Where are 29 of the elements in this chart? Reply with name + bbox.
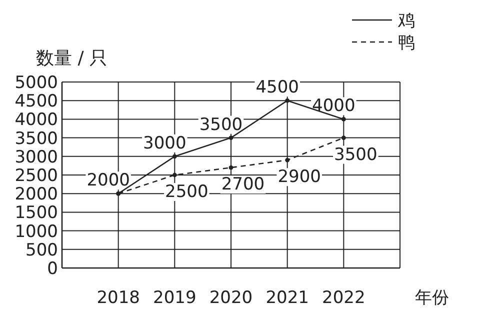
y-tick-label: 1500 [14, 203, 58, 224]
y-tick-label: 5000 [14, 73, 58, 93]
y-tick-label: 1000 [14, 222, 58, 242]
data-label: 2700 [221, 174, 265, 195]
data-label: 3000 [143, 133, 186, 154]
y-tick-label: 4000 [14, 110, 58, 130]
x-tick-label: 2020 [209, 288, 253, 308]
y-tick-label: 4500 [14, 92, 58, 112]
data-label: 3500 [334, 144, 378, 165]
y-tick-label: 3500 [14, 128, 58, 149]
x-tick-label: 2018 [96, 288, 140, 308]
y-tick-label: 2500 [14, 166, 58, 186]
x-axis-title: 年份 [415, 288, 449, 308]
legend-label: 鸭 [398, 33, 415, 53]
y-axis-title: 数量 / 只 [36, 48, 108, 69]
data-label: 4500 [256, 78, 299, 98]
y-tick-label: 0 [47, 259, 58, 279]
data-label: 2000 [86, 170, 130, 191]
x-tick-label: 2022 [322, 288, 366, 308]
data-label: 2900 [278, 167, 321, 188]
y-tick-label: 500 [26, 240, 58, 260]
legend-label: 鸡 [397, 11, 415, 31]
y-tick-label: 2000 [14, 184, 58, 205]
data-label: 3500 [199, 114, 243, 135]
data-label: 4000 [312, 96, 356, 116]
x-tick-label: 2021 [266, 288, 309, 308]
y-tick-label: 3000 [14, 147, 58, 168]
data-label: 2500 [165, 182, 208, 202]
x-tick-label: 2019 [153, 288, 196, 308]
